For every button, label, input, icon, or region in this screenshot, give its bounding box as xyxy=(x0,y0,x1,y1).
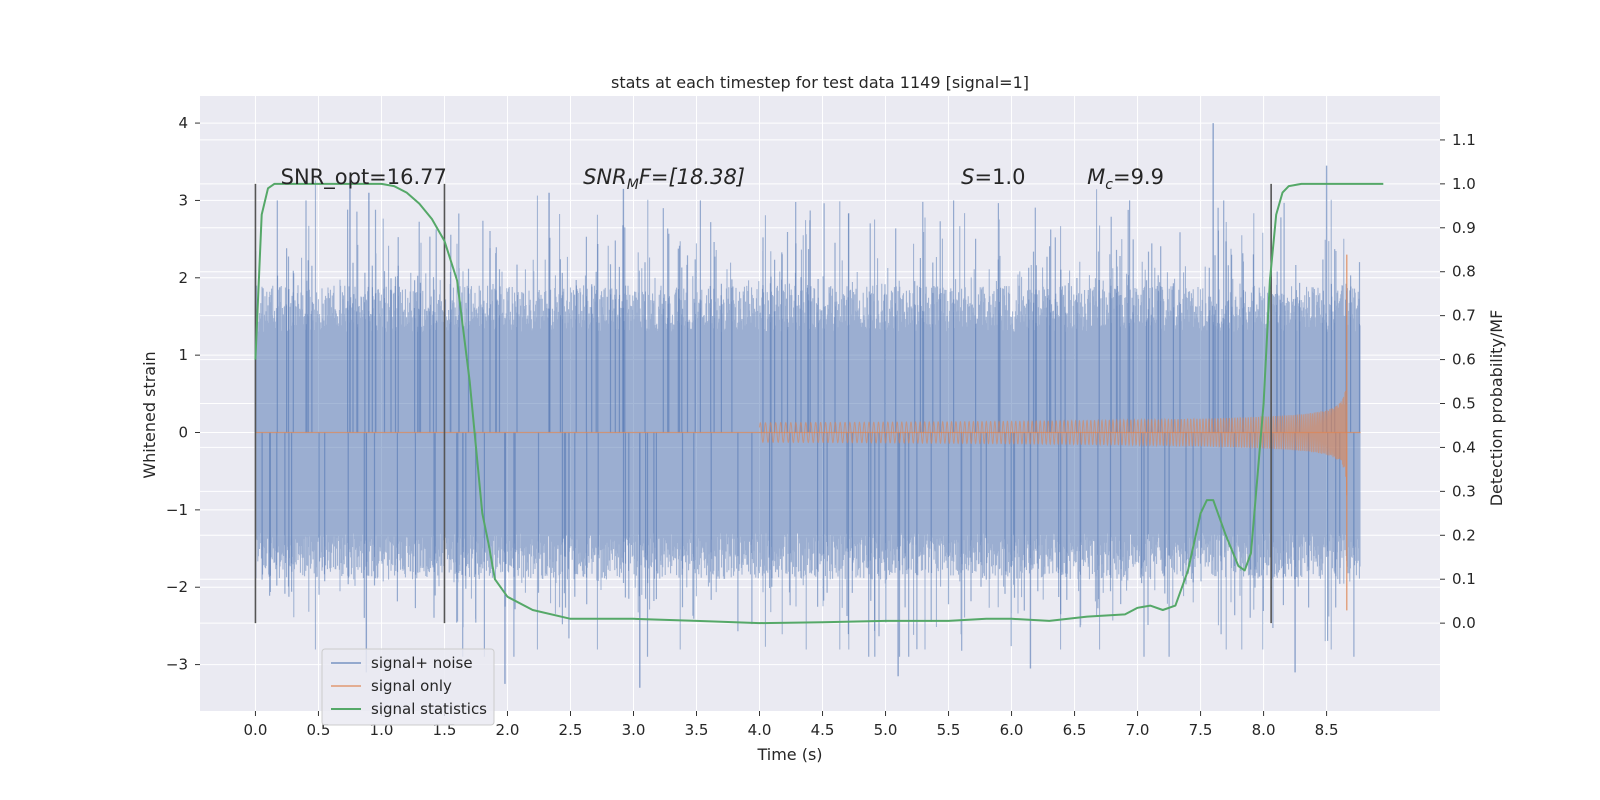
y-tick-label-right: 1.1 xyxy=(1452,131,1476,149)
x-tick-label: 8.0 xyxy=(1252,721,1276,739)
signal-only-trace xyxy=(759,390,1348,496)
x-tick-label: 2.5 xyxy=(559,721,583,739)
x-tick-label: 0.5 xyxy=(307,721,331,739)
y-tick-label-left: 2 xyxy=(178,269,188,287)
signal-statistics-line xyxy=(254,182,1384,625)
y-tick-label-right: 0.7 xyxy=(1452,307,1476,325)
y-tick-label-right: 0.4 xyxy=(1452,438,1476,456)
legend-label-signal-noise: signal+ noise xyxy=(371,654,473,672)
x-tick-label: 6.5 xyxy=(1063,721,1087,739)
y-tick-label-left: −3 xyxy=(166,656,188,674)
x-tick-label: 6.0 xyxy=(1000,721,1024,739)
y-tick-label-left: −1 xyxy=(166,501,188,519)
x-tick-label: 3.0 xyxy=(622,721,646,739)
legend-label-signal-only: signal only xyxy=(371,677,452,695)
series-layer xyxy=(254,123,1384,688)
axes: 0.0 0.5 1.0 1.5 2.0 2.5 3.0 3.5 4.0 4.5 5.0 5.5 6.0 6… xyxy=(166,114,1476,739)
y-tick-label-right: 0.0 xyxy=(1452,614,1476,632)
x-tick-label: 2.0 xyxy=(496,721,520,739)
y-axis-label-right: Detection probability/MF xyxy=(1487,310,1506,507)
y-axis-label-left: Whitened strain xyxy=(140,351,159,478)
y-tick-label-right: 1.0 xyxy=(1452,175,1476,193)
annotation-snr-opt: SNR_opt=16.77 xyxy=(281,165,447,190)
annotation-s: S=1.0 xyxy=(961,165,1025,189)
signal-only-series xyxy=(255,254,1361,611)
annotation-mc: Mc=9.9 xyxy=(1087,165,1164,193)
y-tick-label-right: 0.5 xyxy=(1452,395,1476,413)
signal-statistics-series xyxy=(254,182,1384,625)
y-tick-label-right: 0.1 xyxy=(1452,570,1476,588)
annotations: SNR_opt=16.77 SNRMF=[18.38] S=1.0 Mc=9.9 xyxy=(281,165,1164,193)
y-tick-label-right: 0.9 xyxy=(1452,219,1476,237)
legend-label-signal-statistics: signal statistics xyxy=(371,700,487,718)
y-tick-label-left: 3 xyxy=(178,191,188,209)
y-tick-label-right: 0.6 xyxy=(1452,351,1476,369)
x-tick-label: 4.0 xyxy=(748,721,772,739)
chart-title: stats at each timestep for test data 114… xyxy=(611,73,1029,92)
y-tick-label-right: 0.2 xyxy=(1452,526,1476,544)
x-tick-label: 0.0 xyxy=(244,721,268,739)
y-tick-label-left: 1 xyxy=(178,346,188,364)
y-tick-label-right: 0.3 xyxy=(1452,482,1476,500)
signal-noise-spikes xyxy=(255,200,1361,657)
x-tick-label: 5.5 xyxy=(937,721,961,739)
x-axis-label: Time (s) xyxy=(756,745,822,764)
annotation-snr-mf: SNRMF=[18.38] xyxy=(583,165,745,193)
legend: signal+ noise signal only signal statist… xyxy=(321,648,495,726)
x-tick-label: 7.5 xyxy=(1189,721,1213,739)
x-tick-label: 4.5 xyxy=(811,721,835,739)
y-tick-label-right: 0.8 xyxy=(1452,263,1476,281)
y-tick-label-left: 0 xyxy=(178,424,188,442)
x-tick-label: 5.0 xyxy=(874,721,898,739)
x-tick-label: 3.5 xyxy=(685,721,709,739)
y-tick-label-left: 4 xyxy=(178,114,188,132)
legend-box xyxy=(321,648,495,726)
y-tick-label-left: −2 xyxy=(166,578,188,596)
x-tick-label: 8.5 xyxy=(1315,721,1339,739)
x-tick-label: 7.0 xyxy=(1126,721,1150,739)
